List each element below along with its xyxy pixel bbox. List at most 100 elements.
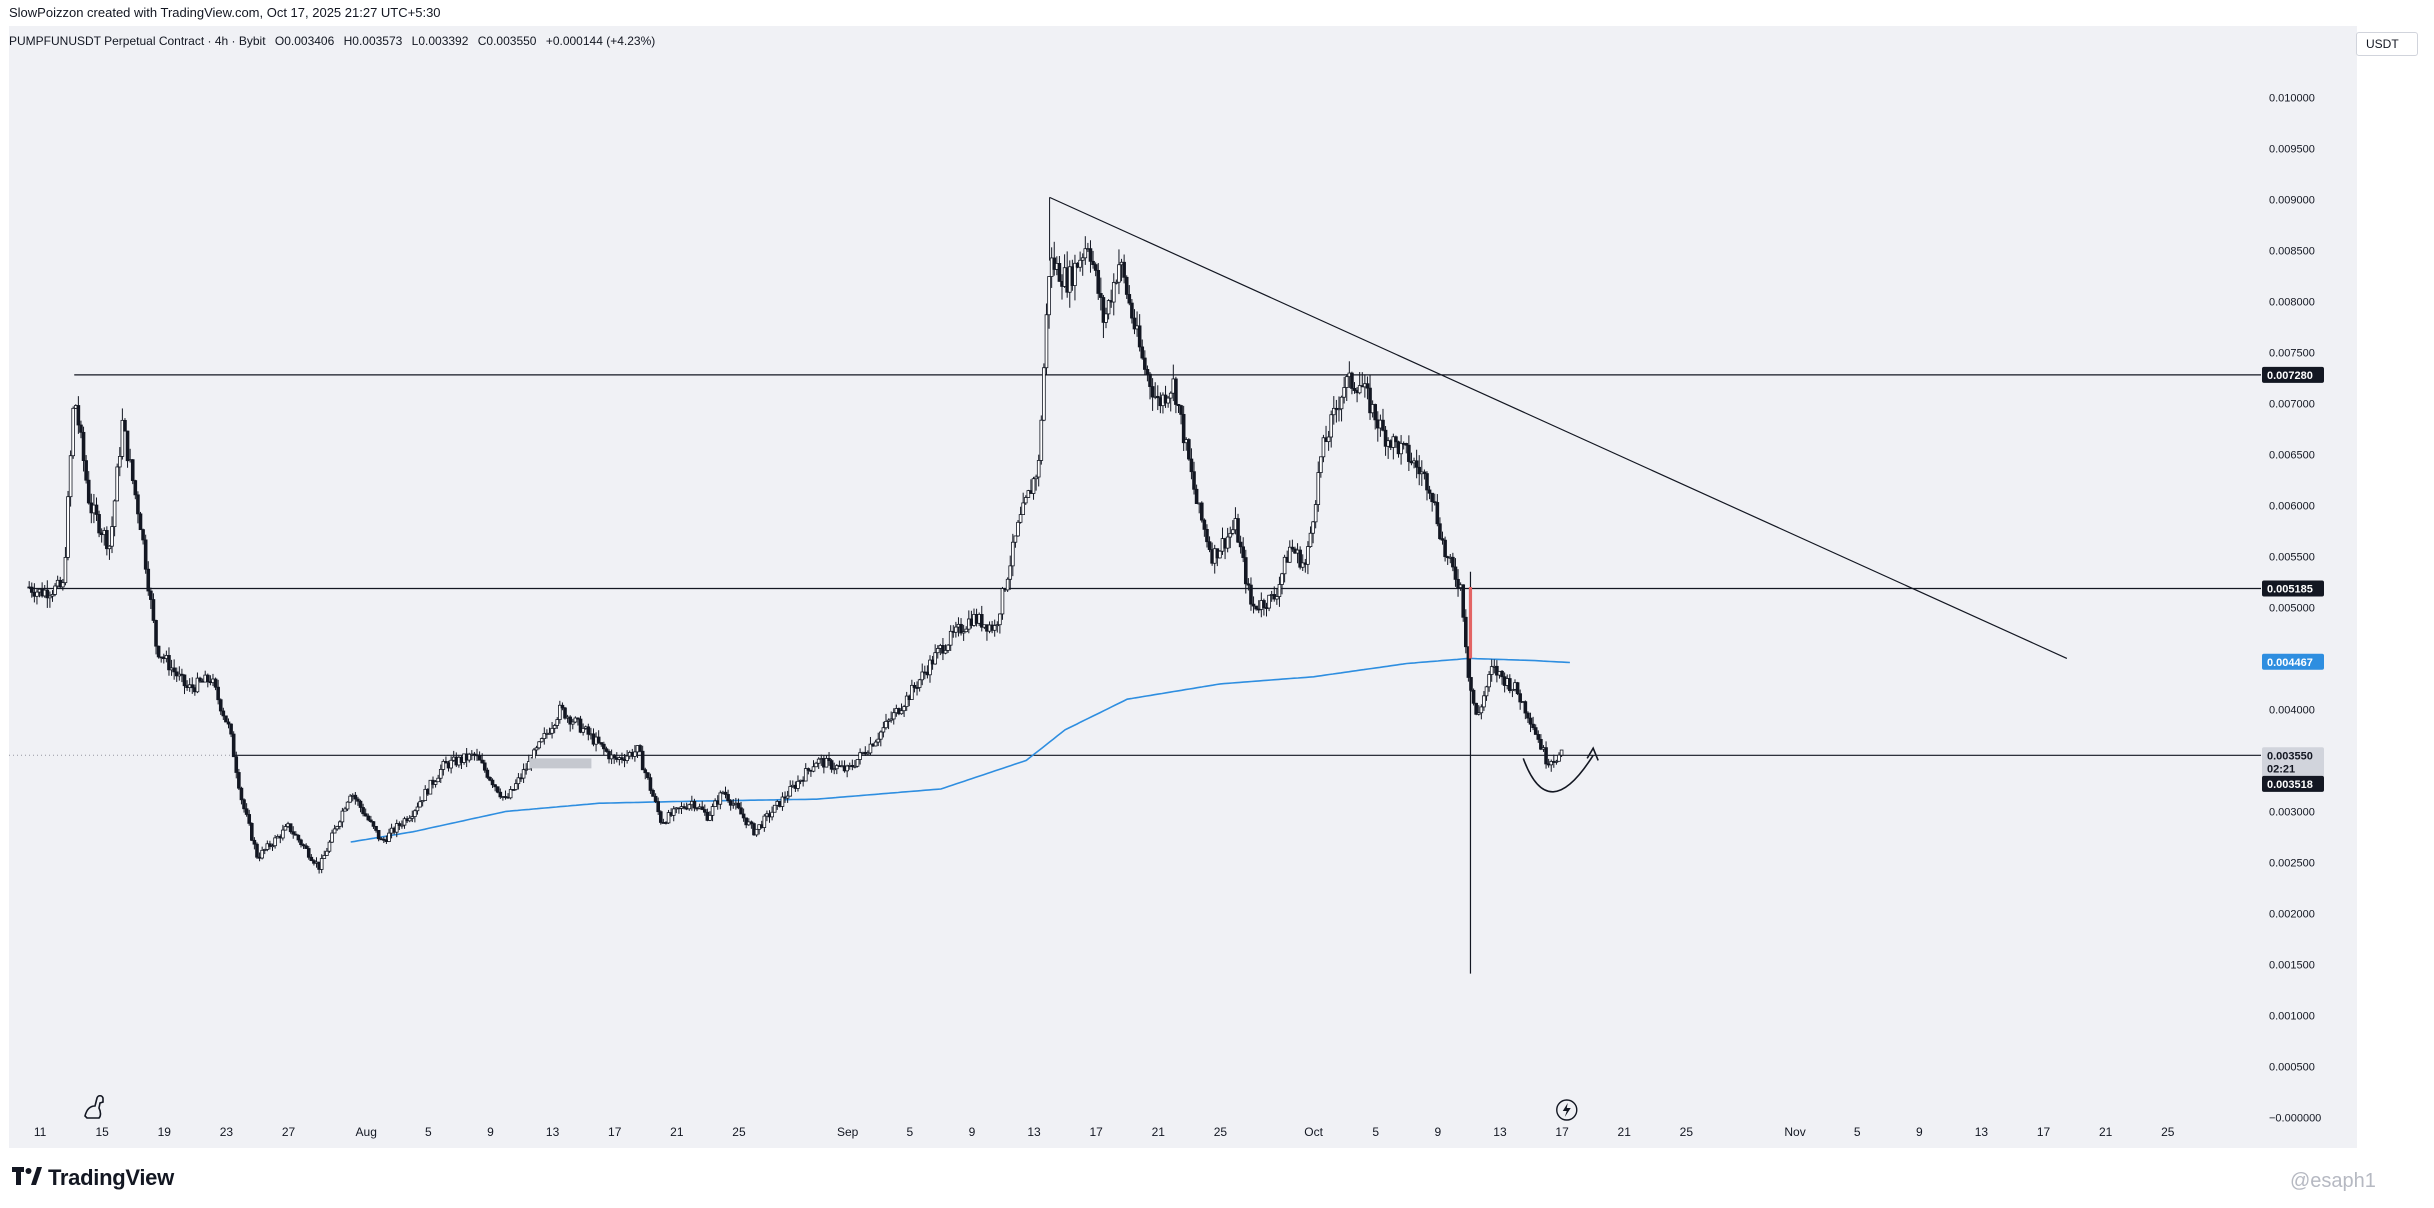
candle	[1544, 741, 1548, 769]
candle	[1277, 576, 1282, 607]
candle	[1531, 716, 1535, 731]
candle	[327, 840, 332, 853]
x-tick-label: Aug	[356, 1125, 377, 1139]
candle	[658, 810, 663, 825]
candle	[195, 672, 200, 694]
candle	[534, 745, 539, 755]
candle	[1192, 461, 1196, 495]
candle	[237, 768, 241, 791]
candle	[524, 763, 528, 775]
candle	[863, 746, 868, 757]
candle	[1438, 517, 1442, 541]
candle	[772, 804, 777, 813]
candle	[1039, 415, 1044, 465]
symbol-title[interactable]: PUMPFUNUSDT Perpetual Contract · 4h · By…	[9, 34, 266, 48]
candle	[547, 727, 552, 735]
candle	[1057, 255, 1062, 282]
descending-trendline[interactable]	[1049, 196, 2068, 659]
candle	[335, 825, 340, 831]
candle	[573, 716, 578, 724]
candle	[1174, 376, 1178, 414]
candle	[1357, 371, 1362, 395]
candle	[1199, 501, 1204, 523]
candle	[1298, 546, 1302, 570]
candle	[400, 820, 404, 829]
candle	[935, 645, 940, 659]
symbol-legend[interactable]: PUMPFUNUSDT Perpetual Contract · 4h · By…	[9, 34, 655, 48]
candle	[1026, 489, 1031, 498]
candle	[824, 755, 829, 768]
x-tick-label: 9	[487, 1125, 494, 1139]
candle	[480, 753, 484, 764]
candle	[325, 847, 329, 856]
y-axis[interactable]: 0.010000 0.009500 0.009000 0.008500 0.008000…	[2269, 92, 2321, 1124]
candle	[855, 759, 860, 768]
candle	[1023, 495, 1028, 505]
candle	[1308, 526, 1313, 548]
candle	[213, 677, 218, 691]
candle	[1422, 469, 1427, 480]
ohlc-high: H0.003573	[343, 34, 403, 48]
x-tick-label: 9	[1916, 1125, 1923, 1139]
candle	[154, 619, 158, 655]
x-axis[interactable]: 11 15 19 23 27 Aug 5 9 13 17 21 25 Sep 5 9 13 17 21 25 Oct 5…	[34, 1125, 2175, 1139]
candle	[723, 786, 728, 799]
candle	[1414, 449, 1419, 479]
candle	[1132, 309, 1137, 335]
candle	[511, 789, 516, 791]
candle	[299, 838, 303, 848]
candle	[514, 779, 518, 791]
candle	[1425, 471, 1429, 501]
candle	[1176, 403, 1181, 413]
candle	[539, 737, 544, 743]
x-tick-label: 9	[1435, 1125, 1442, 1139]
candle	[1464, 609, 1468, 654]
candle	[97, 510, 101, 538]
lightning-icon[interactable]	[1556, 1099, 1578, 1121]
currency-selector[interactable]: USDT	[2356, 32, 2418, 56]
candle	[736, 798, 741, 810]
candle	[959, 618, 963, 636]
dino-icon[interactable]	[84, 1094, 104, 1119]
x-tick-label: 11	[34, 1125, 47, 1139]
x-tick-label: 13	[546, 1125, 560, 1139]
candle	[550, 721, 554, 739]
candle	[1117, 249, 1121, 295]
horizontal-levels[interactable]	[9, 374, 2261, 756]
candle	[1246, 578, 1251, 591]
watermark: @esaph1	[2290, 1170, 2376, 1193]
candle	[816, 757, 821, 769]
candle	[490, 778, 495, 789]
x-tick-label: 5	[1854, 1125, 1861, 1139]
candle	[1287, 540, 1292, 563]
candle	[1083, 236, 1088, 265]
candle	[1099, 277, 1103, 311]
x-tick-label: 13	[1493, 1125, 1507, 1139]
candle	[542, 727, 547, 745]
x-tick-label: Oct	[1304, 1125, 1323, 1139]
tradingview-logo[interactable]: TradingView	[12, 1165, 174, 1190]
candle	[444, 756, 448, 764]
candle	[105, 526, 109, 556]
candle	[1339, 395, 1344, 422]
candle	[1280, 572, 1284, 595]
candle	[1381, 408, 1385, 432]
trendline-layer[interactable]	[1049, 196, 2068, 659]
candle	[1451, 552, 1455, 572]
candle	[226, 718, 231, 729]
chart-area[interactable]: 0.010000 0.009500 0.009000 0.008500 0.008000…	[9, 26, 2357, 1148]
candle	[374, 825, 378, 833]
candle	[1474, 702, 1478, 716]
ma-line[interactable]	[350, 657, 1570, 843]
candle	[107, 545, 112, 560]
candle	[1479, 704, 1484, 720]
candle	[146, 561, 151, 596]
candle	[884, 713, 888, 730]
candle	[433, 780, 438, 788]
candle	[1254, 605, 1258, 611]
price-chart[interactable]: 0.010000 0.009500 0.009000 0.008500 0.008000…	[9, 26, 2357, 1148]
candle	[1476, 705, 1481, 716]
candle	[229, 723, 233, 738]
candle	[612, 754, 616, 764]
candle	[330, 829, 334, 843]
